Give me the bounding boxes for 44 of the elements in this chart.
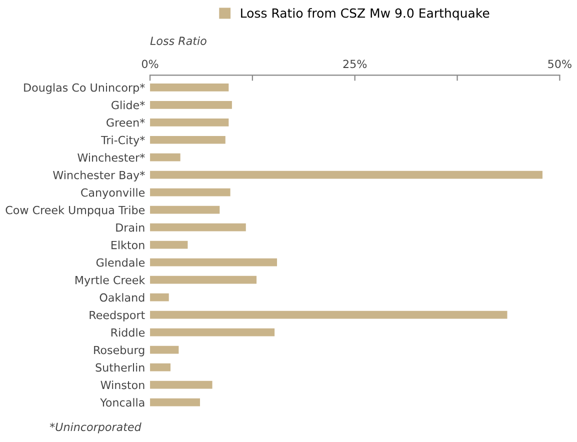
y-tick-label: Myrtle Creek <box>76 276 146 286</box>
y-tick-label: Drain <box>116 223 144 232</box>
bar <box>150 398 200 406</box>
x-tick-label: 50% <box>548 60 572 68</box>
x-tick-label: 25% <box>343 60 367 68</box>
bar <box>150 223 246 232</box>
bar <box>150 380 212 389</box>
y-tick-label: Winchester* <box>78 153 145 162</box>
y-tick-label: Winston <box>100 380 144 390</box>
y-tick-label: Glendale <box>96 258 145 267</box>
y-tick-label: Yoncalla <box>100 398 144 407</box>
bar <box>150 206 220 214</box>
bar <box>150 328 275 336</box>
bar <box>150 258 278 266</box>
y-tick-label: Sutherlin <box>96 363 144 372</box>
y-tick-label: Riddle <box>111 328 145 337</box>
text: *Unincorporated <box>50 422 142 434</box>
bar <box>150 100 232 109</box>
y-tick-label: Glide* <box>112 100 145 110</box>
y-tick-label: Winchester Bay* <box>53 170 145 182</box>
y-tick-label: Canyonville <box>81 188 145 199</box>
bar <box>150 118 229 126</box>
y-tick-label: Douglas Co Unincorp* <box>24 83 145 94</box>
bar <box>150 83 229 92</box>
y-tick-label: Cow Creek Umpqua Tribe <box>6 206 145 216</box>
bar <box>150 276 257 284</box>
bar <box>150 293 169 302</box>
bar <box>150 188 230 196</box>
bar <box>150 240 188 249</box>
bar <box>150 170 542 179</box>
bar <box>150 153 180 162</box>
y-tick-label: Elkton <box>112 240 144 250</box>
bar <box>150 136 226 144</box>
x-tick-label: 0% <box>142 60 158 68</box>
bar <box>150 310 508 319</box>
bar <box>150 346 179 354</box>
y-tick-label: Oakland <box>100 293 144 302</box>
legend-label: Loss Ratio from CSZ Mw 9.0 Earthquake <box>241 8 490 20</box>
y-tick-label: Reedsport <box>90 310 145 322</box>
x-axis-title: Loss Ratio <box>150 36 206 46</box>
y-tick-label: Tri-City* <box>100 136 145 146</box>
bar <box>150 363 171 372</box>
y-tick-label: Green* <box>106 118 145 127</box>
y-tick-label: Roseburg <box>94 346 144 356</box>
